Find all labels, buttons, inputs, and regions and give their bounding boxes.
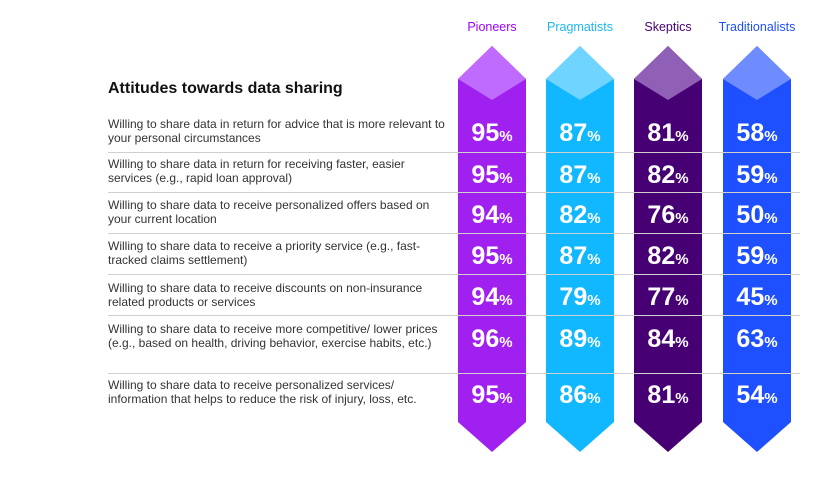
ribbon-cap-traditionalists: [723, 46, 791, 100]
value-label: 95%: [471, 381, 512, 409]
ribbon-cap-skeptics: [634, 46, 702, 100]
value-label: 81%: [647, 381, 688, 409]
value-label: 82%: [559, 201, 600, 229]
value-label: 76%: [647, 201, 688, 229]
value-label: 81%: [647, 119, 688, 147]
row-label: Willing to share data to receive persona…: [108, 378, 417, 406]
column-header-skeptics: Skeptics: [644, 20, 692, 34]
column-header-traditionalists: Traditionalists: [718, 20, 796, 34]
value-label: 82%: [647, 161, 688, 189]
value-label: 86%: [559, 381, 600, 409]
row-divider: [108, 233, 800, 234]
column-header-pragmatists: Pragmatists: [547, 20, 613, 34]
ribbon-skeptics: [634, 46, 702, 452]
value-label: 77%: [647, 283, 688, 311]
ribbon-pragmatists: [546, 46, 614, 452]
row-label: Willing to share data in return for rece…: [108, 157, 405, 185]
row-divider: [108, 315, 800, 316]
ribbon-traditionalists: [723, 46, 791, 452]
value-label: 94%: [471, 201, 512, 229]
value-label: 87%: [559, 242, 600, 270]
value-label: 63%: [736, 325, 777, 353]
row-label: Willing to share data to receive a prior…: [108, 239, 421, 267]
value-label: 59%: [736, 242, 777, 270]
ribbon-cap-pragmatists: [546, 46, 614, 100]
row-divider: [108, 373, 800, 374]
chart-title: Attitudes towards data sharing: [108, 80, 343, 97]
row-label: Willing to share data to receive persona…: [108, 198, 430, 226]
row-divider: [108, 192, 800, 193]
value-label: 54%: [736, 381, 777, 409]
value-label: 84%: [647, 325, 688, 353]
column-header-pioneers: Pioneers: [467, 20, 517, 34]
row-label: Willing to share data to receive more co…: [108, 322, 438, 350]
value-label: 95%: [471, 242, 512, 270]
row-label: Willing to share data in return for advi…: [108, 117, 445, 145]
ribbon-cap-pioneers: [458, 46, 526, 100]
value-label: 79%: [559, 283, 600, 311]
value-label: 95%: [471, 119, 512, 147]
value-label: 87%: [559, 161, 600, 189]
value-label: 45%: [736, 283, 777, 311]
value-label: 95%: [471, 161, 512, 189]
value-label: 94%: [471, 283, 512, 311]
value-label: 59%: [736, 161, 777, 189]
value-label: 82%: [647, 242, 688, 270]
value-label: 58%: [736, 119, 777, 147]
value-label: 87%: [559, 119, 600, 147]
ribbon-pioneers: [458, 46, 526, 452]
value-label: 50%: [736, 201, 777, 229]
row-label: Willing to share data to receive discoun…: [108, 281, 423, 309]
value-label: 96%: [471, 325, 512, 353]
value-label: 89%: [559, 325, 600, 353]
row-divider: [108, 274, 800, 275]
row-divider: [108, 152, 800, 153]
